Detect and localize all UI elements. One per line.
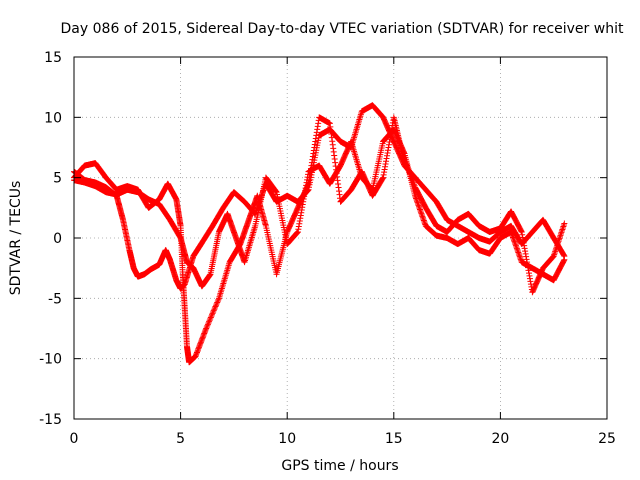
- data-point: [210, 309, 217, 316]
- x-tick-label: 0: [70, 431, 79, 447]
- data-point: [207, 314, 214, 321]
- x-tick-label: 20: [491, 431, 509, 447]
- x-tick-label: 15: [385, 431, 403, 447]
- series-track-3: [71, 126, 568, 290]
- data-point: [214, 299, 221, 306]
- data-point: [203, 324, 210, 331]
- data-point: [214, 298, 221, 305]
- x-tick-labels: 0 5 10 15 20 25: [70, 431, 616, 447]
- data-point: [211, 304, 218, 311]
- data-point: [561, 220, 568, 227]
- data-point: [210, 307, 217, 314]
- y-tick-label: -15: [39, 412, 62, 428]
- chart-title: Day 086 of 2015, Sidereal Day-to-day VTE…: [61, 21, 624, 37]
- data-point: [205, 320, 212, 327]
- data-point: [213, 302, 220, 309]
- data-point: [208, 313, 215, 320]
- x-tick-label: 10: [278, 431, 296, 447]
- data-point: [206, 318, 213, 325]
- y-tick-labels: -15 -10 -5 0 5 10 15: [39, 50, 62, 428]
- data-point: [209, 310, 216, 317]
- x-axis-label: GPS time / hours: [281, 458, 398, 474]
- data-point: [203, 325, 210, 332]
- data-point: [206, 317, 213, 324]
- data-point: [561, 256, 568, 263]
- axis-ticks: [73, 56, 608, 420]
- data-point: [204, 321, 211, 328]
- data-point: [207, 315, 214, 322]
- y-axis-label: SDTVAR / TECUs: [8, 181, 24, 296]
- y-tick-label: 5: [53, 171, 62, 187]
- y-tick-label: -10: [39, 352, 62, 368]
- data-points: [71, 102, 568, 366]
- y-tick-label: 10: [44, 110, 62, 126]
- y-tick-label: 15: [44, 50, 62, 66]
- x-tick-label: 5: [176, 431, 185, 447]
- data-point: [204, 322, 211, 329]
- x-tick-label: 25: [598, 431, 616, 447]
- data-point: [211, 306, 218, 313]
- y-tick-label: 0: [53, 231, 62, 247]
- y-tick-label: -5: [48, 291, 62, 307]
- data-point: [215, 296, 222, 303]
- data-point: [213, 300, 220, 307]
- data-point: [208, 311, 215, 318]
- data-point: [212, 303, 219, 310]
